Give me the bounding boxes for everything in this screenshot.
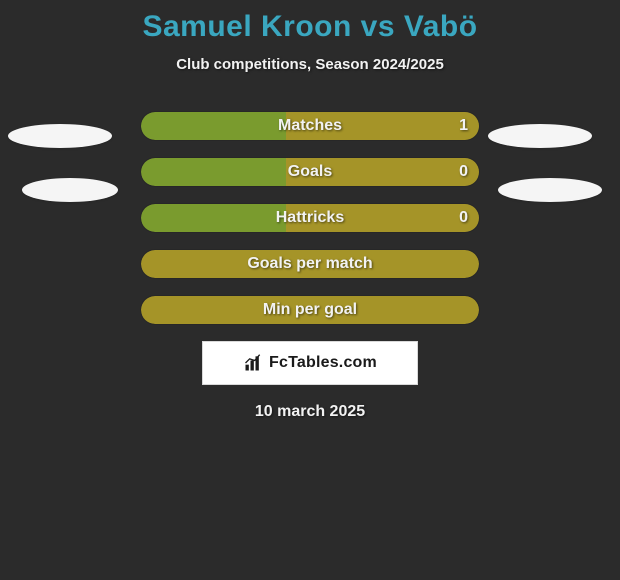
bar-track xyxy=(140,157,480,187)
bar-fill-full xyxy=(141,250,479,278)
bar-track xyxy=(140,295,480,325)
player-ellipse xyxy=(498,178,602,202)
comparison-infographic: Samuel Kroon vs Vabö Club competitions, … xyxy=(0,0,620,580)
player-ellipse xyxy=(22,178,118,202)
bar-track xyxy=(140,203,480,233)
date-label: 10 march 2025 xyxy=(0,403,620,421)
bar-track xyxy=(140,249,480,279)
bar-fill-left xyxy=(141,112,286,140)
bar-track xyxy=(140,111,480,141)
subtitle: Club competitions, Season 2024/2025 xyxy=(0,56,620,73)
stat-value-right: 0 xyxy=(459,203,468,233)
page-title: Samuel Kroon vs Vabö xyxy=(0,0,620,44)
bar-fill-right xyxy=(286,204,479,232)
stat-value-right: 0 xyxy=(459,157,468,187)
source-logo: FcTables.com xyxy=(202,341,418,385)
player-ellipse xyxy=(8,124,112,148)
player-ellipse xyxy=(488,124,592,148)
bar-fill-full xyxy=(141,296,479,324)
bar-fill-right xyxy=(286,112,479,140)
logo-text: FcTables.com xyxy=(269,354,377,372)
stat-row: Min per goal xyxy=(0,295,620,325)
bar-fill-left xyxy=(141,158,286,186)
stat-value-right: 1 xyxy=(459,111,468,141)
bar-fill-right xyxy=(286,158,479,186)
stat-row: Hattricks0 xyxy=(0,203,620,233)
bar-fill-left xyxy=(141,204,286,232)
bar-chart-icon xyxy=(243,353,263,373)
stat-row: Goals per match xyxy=(0,249,620,279)
